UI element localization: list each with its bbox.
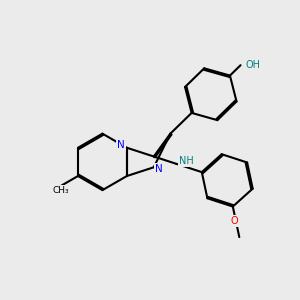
Text: NH: NH <box>179 156 194 166</box>
Text: OH: OH <box>245 60 260 70</box>
Text: CH₃: CH₃ <box>53 186 70 195</box>
Text: O: O <box>231 216 238 226</box>
Text: N: N <box>117 140 124 150</box>
Text: N: N <box>155 164 163 174</box>
